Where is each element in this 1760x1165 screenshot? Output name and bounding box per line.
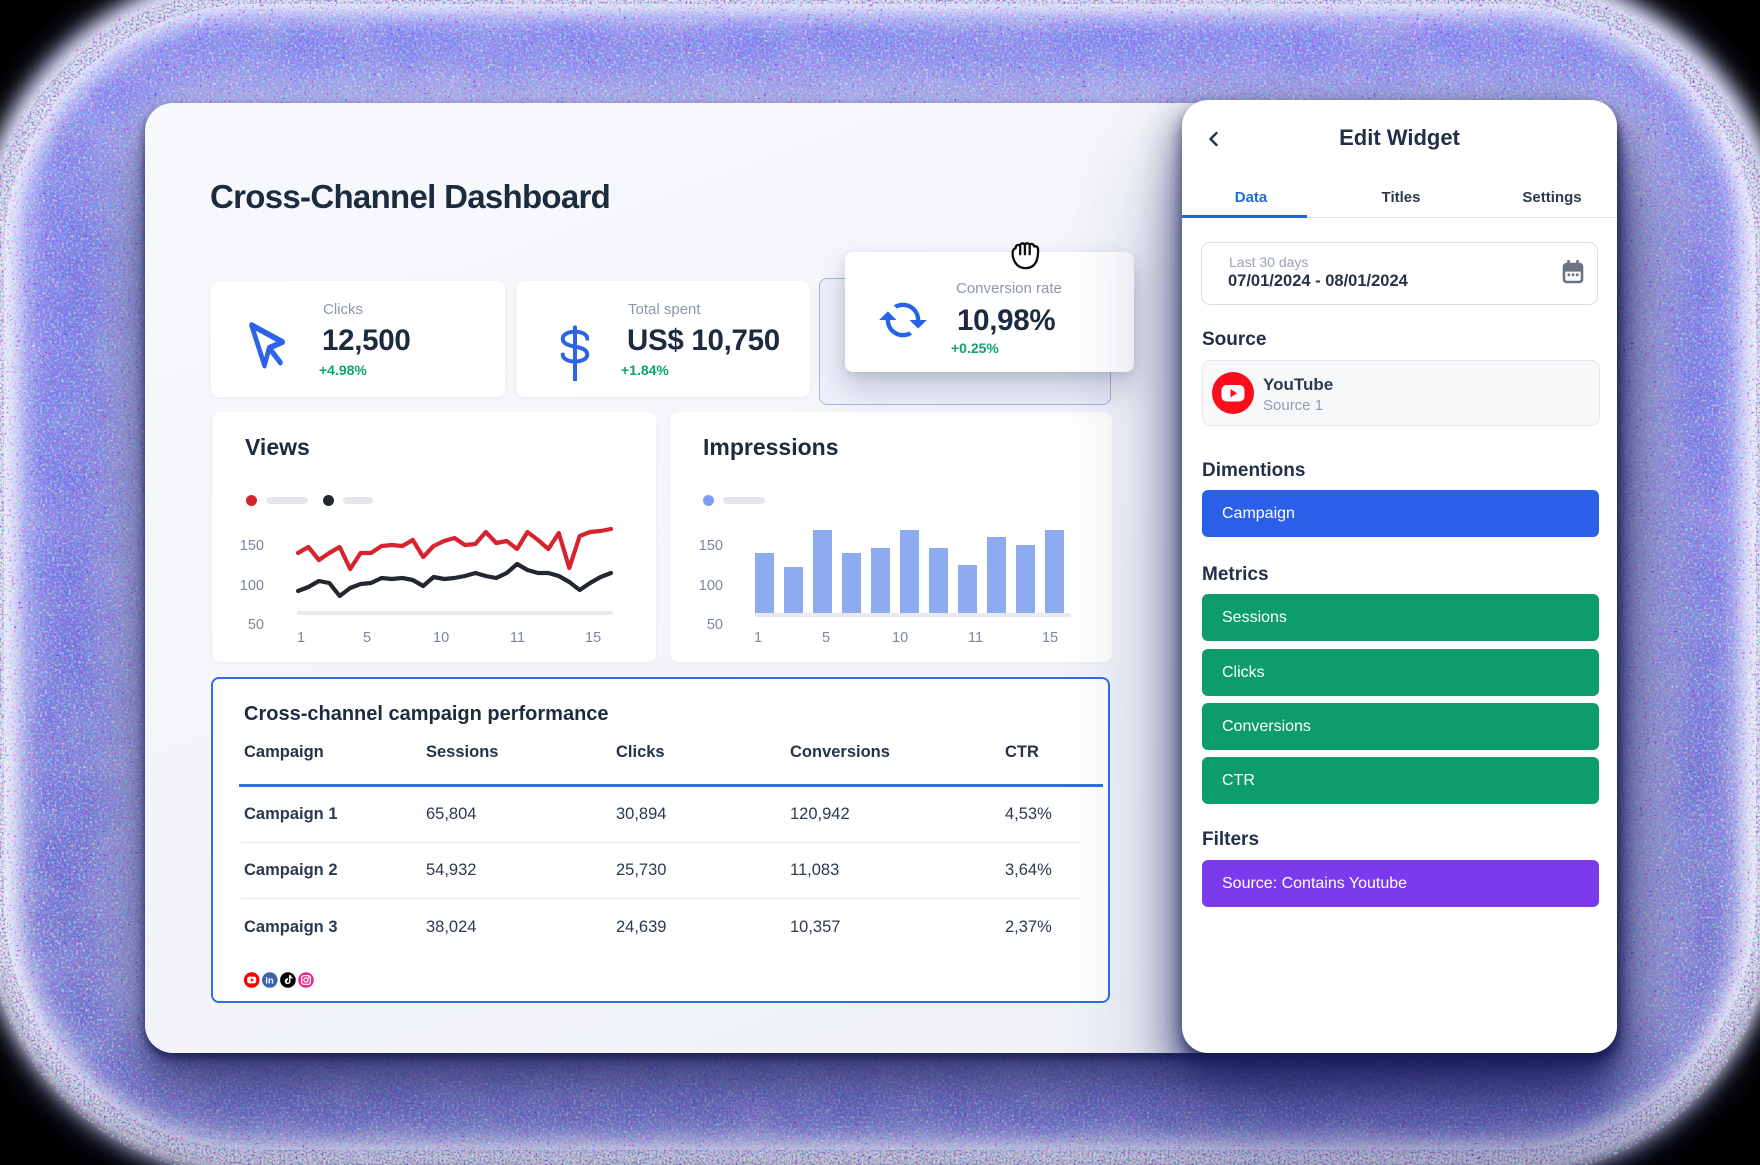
svg-text:in: in bbox=[265, 976, 274, 987]
